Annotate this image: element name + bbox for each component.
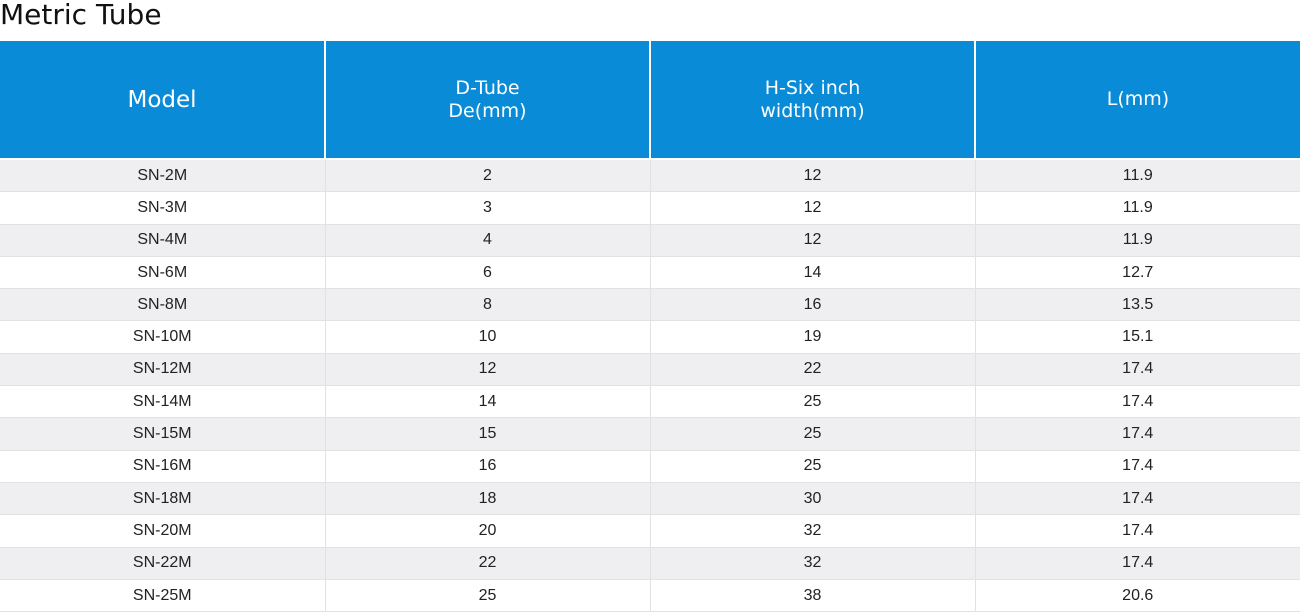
- cell-d-tube: 2: [325, 159, 651, 193]
- column-header-label: De(mm): [448, 99, 527, 122]
- cell-model: SN-4M: [0, 224, 326, 257]
- column-header-label: H-Six inch: [764, 76, 861, 99]
- cell-length: 20.6: [975, 579, 1300, 613]
- cell-h-six-inch: 12: [650, 224, 976, 257]
- table-row: SN-16M 16 25 17.4: [0, 450, 1300, 483]
- cell-h-six-inch: 38: [650, 579, 976, 613]
- cell-h-six-inch: 25: [650, 385, 976, 419]
- column-header-label: Model: [127, 86, 197, 113]
- cell-d-tube: 3: [325, 191, 651, 225]
- cell-model: SN-6M: [0, 256, 326, 290]
- table-row: SN-14M 14 25 17.4: [0, 385, 1300, 419]
- cell-h-six-inch: 32: [650, 514, 976, 548]
- cell-h-six-inch: 32: [650, 547, 976, 580]
- cell-d-tube: 22: [325, 547, 651, 580]
- cell-model: SN-2M: [0, 159, 326, 193]
- cell-d-tube: 8: [325, 288, 651, 322]
- cell-length: 17.4: [975, 547, 1300, 580]
- cell-d-tube: 12: [325, 353, 651, 387]
- cell-length: 17.4: [975, 482, 1300, 516]
- table-row: SN-22M 22 32 17.4: [0, 547, 1300, 580]
- cell-h-six-inch: 22: [650, 353, 976, 387]
- cell-model: SN-12M: [0, 353, 326, 387]
- cell-d-tube: 14: [325, 385, 651, 419]
- cell-length: 11.9: [975, 191, 1300, 225]
- cell-length: 12.7: [975, 256, 1300, 290]
- column-header-h-six-inch: H-Six inch width(mm): [650, 41, 976, 160]
- column-header-label: width(mm): [760, 99, 865, 122]
- cell-model: SN-16M: [0, 450, 326, 483]
- column-header-length: L(mm): [975, 41, 1300, 160]
- cell-h-six-inch: 14: [650, 256, 976, 290]
- cell-model: SN-8M: [0, 288, 326, 322]
- cell-model: SN-14M: [0, 385, 326, 419]
- cell-h-six-inch: 25: [650, 450, 976, 483]
- cell-length: 13.5: [975, 288, 1300, 322]
- cell-d-tube: 16: [325, 450, 651, 483]
- cell-length: 11.9: [975, 224, 1300, 257]
- table-row: SN-25M 25 38 20.6: [0, 579, 1300, 613]
- table-row: SN-20M 20 32 17.4: [0, 514, 1300, 548]
- header-row: Model D-Tube De(mm) H-Six inch width(mm)…: [0, 41, 1300, 160]
- cell-d-tube: 10: [325, 320, 651, 354]
- table-row: SN-3M 3 12 11.9: [0, 191, 1300, 225]
- metric-tube-table: Model D-Tube De(mm) H-Six inch width(mm)…: [0, 41, 1300, 613]
- cell-d-tube: 15: [325, 417, 651, 451]
- cell-model: SN-3M: [0, 191, 326, 225]
- cell-h-six-inch: 25: [650, 417, 976, 451]
- cell-length: 17.4: [975, 353, 1300, 387]
- cell-h-six-inch: 19: [650, 320, 976, 354]
- cell-h-six-inch: 12: [650, 191, 976, 225]
- cell-h-six-inch: 30: [650, 482, 976, 516]
- table-row: SN-15M 15 25 17.4: [0, 417, 1300, 451]
- cell-model: SN-10M: [0, 320, 326, 354]
- cell-model: SN-18M: [0, 482, 326, 516]
- cell-d-tube: 18: [325, 482, 651, 516]
- cell-length: 17.4: [975, 385, 1300, 419]
- cell-length: 15.1: [975, 320, 1300, 354]
- cell-d-tube: 4: [325, 224, 651, 257]
- column-header-label: D-Tube: [455, 76, 520, 99]
- cell-model: SN-25M: [0, 579, 326, 613]
- cell-length: 17.4: [975, 417, 1300, 451]
- cell-model: SN-22M: [0, 547, 326, 580]
- table-row: SN-4M 4 12 11.9: [0, 224, 1300, 257]
- column-header-label: L(mm): [1106, 88, 1170, 110]
- cell-model: SN-20M: [0, 514, 326, 548]
- table-row: SN-8M 8 16 13.5: [0, 288, 1300, 322]
- cell-length: 17.4: [975, 450, 1300, 483]
- table-body: SN-2M 2 12 11.9 SN-3M 3 12 11.9 SN-4M 4 12 11.9 SN-6…: [0, 159, 1300, 613]
- cell-h-six-inch: 12: [650, 159, 976, 193]
- page-title: Metric Tube: [0, 0, 162, 31]
- table-row: SN-6M 6 14 12.7: [0, 256, 1300, 290]
- cell-model: SN-15M: [0, 417, 326, 451]
- column-header-d-tube: D-Tube De(mm): [325, 41, 651, 160]
- cell-length: 11.9: [975, 159, 1300, 193]
- table-row: SN-10M 10 19 15.1: [0, 320, 1300, 354]
- cell-d-tube: 25: [325, 579, 651, 613]
- cell-length: 17.4: [975, 514, 1300, 548]
- table-row: SN-2M 2 12 11.9: [0, 159, 1300, 193]
- table-row: SN-18M 18 30 17.4: [0, 482, 1300, 516]
- cell-d-tube: 20: [325, 514, 651, 548]
- table-header: Model D-Tube De(mm) H-Six inch width(mm)…: [0, 41, 1300, 160]
- table-row: SN-12M 12 22 17.4: [0, 353, 1300, 387]
- cell-h-six-inch: 16: [650, 288, 976, 322]
- cell-d-tube: 6: [325, 256, 651, 290]
- column-header-model: Model: [0, 41, 326, 160]
